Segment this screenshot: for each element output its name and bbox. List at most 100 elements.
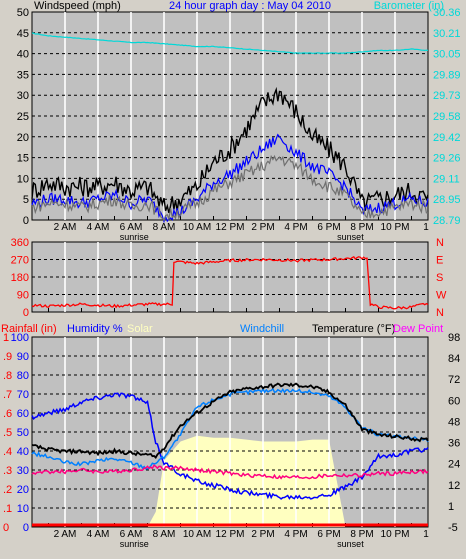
- compass-tick-label: E: [436, 255, 443, 267]
- temperature-tick-label: -5: [448, 522, 458, 534]
- compass-tick-label: N: [436, 237, 444, 249]
- left-tick-label: 20: [17, 132, 29, 144]
- x-tick-label: 2 AM: [54, 529, 77, 540]
- left-tick-label: 50: [17, 7, 29, 19]
- x-tick-label: 12 PM: [216, 529, 245, 540]
- rain-tick-label: .7: [3, 389, 12, 401]
- direction-tick-label: 180: [11, 272, 29, 284]
- humidity-tick-label: 80: [17, 370, 29, 382]
- x-tick-label: 1: [423, 529, 429, 540]
- wind-grid: [32, 12, 428, 220]
- humidity-tick-label: 70: [17, 389, 29, 401]
- sunrise-label: sunrise: [120, 232, 149, 242]
- series-dewpoint: [31, 464, 429, 480]
- temperature-tick-label: 60: [448, 395, 460, 407]
- left-tick-label: 0: [23, 215, 29, 227]
- right-tick-label: 30.36: [433, 7, 461, 19]
- x-tick-label: 10 PM: [381, 529, 410, 540]
- temperature-tick-label: 36: [448, 438, 460, 450]
- temp-x-ticks: 2 AM 4 AM 6 AM 8 AM 10 AM 12 PM 2 PM 4 PM 6 PM 8 …: [54, 529, 430, 549]
- rain-tick-label: .3: [3, 465, 12, 477]
- rain-tick-label: .4: [3, 446, 12, 458]
- left-tick-label: 10: [17, 173, 29, 185]
- left-tick-label: 45: [17, 28, 29, 40]
- rain-tick-label: 1: [3, 332, 9, 344]
- rain-tick-label: .1: [3, 503, 12, 515]
- barometer-right-ticks: 28.79 28.95 29.11 29.26 29.42 29.58 29.73 29.89…: [433, 7, 461, 227]
- x-tick-label: 6 AM: [120, 222, 143, 233]
- windchill-label: Windchill: [240, 323, 284, 335]
- rain-tick-label: .6: [3, 408, 12, 420]
- series-avg_gray: [31, 154, 429, 222]
- x-tick-label: 8 AM: [153, 222, 176, 233]
- humidity-tick-label: 100: [11, 332, 29, 344]
- x-tick-label: 1: [423, 222, 429, 233]
- right-tick-label: 29.42: [433, 132, 461, 144]
- temperature-tick-label: 24: [448, 459, 460, 471]
- x-tick-label: 4 PM: [284, 222, 307, 233]
- series-humidity: [31, 392, 429, 500]
- x-tick-label: 6 PM: [317, 222, 340, 233]
- temperature-tick-label: 48: [448, 416, 460, 428]
- humidity-tick-label: 50: [17, 427, 29, 439]
- humidity-tick-label: 0: [23, 522, 29, 534]
- wind-series: [31, 32, 429, 224]
- rainfall-label: Rainfall (in): [1, 323, 57, 335]
- windspeed-axis-label: Windspeed (mph): [34, 0, 121, 12]
- temp-series: [31, 382, 429, 527]
- barometer-axis-label: Barometer (in): [374, 0, 444, 12]
- x-tick-label: 8 PM: [350, 222, 373, 233]
- x-tick-label: 8 PM: [350, 529, 373, 540]
- sunset-label: sunset: [337, 539, 364, 549]
- series-temperature: [31, 382, 429, 459]
- temp-humidity-panel: 0 .1 .2 .3 .4 .5 .6 .7 .8 .9 1 0 10 20 30 40 50 60 70 80 90…: [1, 323, 460, 549]
- rain-tick-label: 0: [3, 522, 9, 534]
- x-tick-label: 2 AM: [54, 222, 77, 233]
- right-tick-label: 28.79: [433, 215, 461, 227]
- x-tick-label: 2 PM: [251, 222, 274, 233]
- series-avg: [31, 133, 429, 224]
- x-tick-label: 6 AM: [120, 529, 143, 540]
- x-tick-label: 8 AM: [153, 529, 176, 540]
- humidity-tick-label: 10: [17, 503, 29, 515]
- left-tick-label: 35: [17, 69, 29, 81]
- rain-tick-label: .9: [3, 351, 12, 363]
- humidity-tick-label: 20: [17, 484, 29, 496]
- direction-tick-label: 360: [11, 237, 29, 249]
- humidity-tick-label: 60: [17, 408, 29, 420]
- temperature-label: Temperature (°F): [312, 323, 395, 335]
- temperature-tick-label: 84: [448, 353, 460, 365]
- series-gust: [31, 86, 429, 214]
- direction-tick-label: 0: [23, 307, 29, 319]
- humidity-tick-label: 40: [17, 446, 29, 458]
- humidity-tick-label: 30: [17, 465, 29, 477]
- temperature-tick-label: 98: [448, 332, 460, 344]
- right-tick-label: 30.05: [433, 49, 461, 61]
- x-tick-label: 4 AM: [87, 529, 110, 540]
- x-tick-label: 10 PM: [381, 222, 410, 233]
- direction-left-ticks: 0 90 180 270 360: [11, 237, 29, 319]
- rain-tick-label: .2: [3, 484, 12, 496]
- wind-left-ticks: 0 5 10 15 20 25 30 35 40 45 50: [17, 7, 29, 227]
- x-tick-label: 2 PM: [251, 529, 274, 540]
- wind-barometer-panel: 0 5 10 15 20 25 30 35 40 45 50 28.79 28.95 29.11 29.2…: [17, 0, 461, 242]
- right-tick-label: 29.89: [433, 69, 461, 81]
- x-tick-label: 12 PM: [216, 222, 245, 233]
- x-tick-label: 10 AM: [183, 529, 211, 540]
- direction-tick-label: 270: [11, 255, 29, 267]
- x-tick-label: 4 PM: [284, 529, 307, 540]
- solar-label: Solar: [127, 323, 153, 335]
- rain-ticks: 0 .1 .2 .3 .4 .5 .6 .7 .8 .9 1: [3, 332, 12, 534]
- humidity-tick-label: 90: [17, 351, 29, 363]
- temperature-tick-label: 1: [448, 501, 454, 513]
- wind-x-ticks: 2 AM 4 AM 6 AM 8 AM 10 AM 12 PM 2 PM 4 PM 6 PM 8 …: [54, 222, 430, 242]
- right-tick-label: 29.73: [433, 90, 461, 102]
- right-tick-label: 28.95: [433, 194, 461, 206]
- series-direction: [31, 255, 429, 310]
- sunrise-label: sunrise: [120, 539, 149, 549]
- sunset-label: sunset: [337, 232, 364, 242]
- x-tick-label: 4 AM: [87, 222, 110, 233]
